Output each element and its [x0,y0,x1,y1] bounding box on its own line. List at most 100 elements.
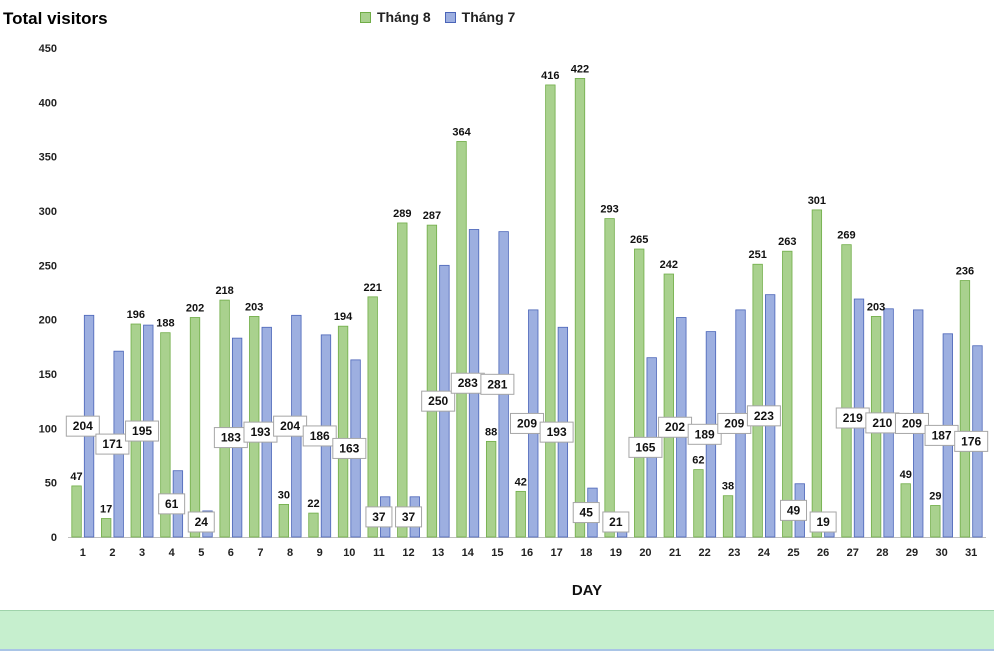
data-label-box-series-2 [572,502,600,524]
data-label-series-2: 37 [402,510,416,524]
legend-swatch-series-2 [444,11,456,23]
bar-series-1 [337,325,349,538]
data-label-series-1: 301 [808,195,826,207]
x-tick-label: 29 [906,547,918,559]
data-label-series-2: 283 [458,376,478,390]
bar-series-1 [485,440,497,538]
data-label-series-1: 203 [867,301,885,313]
data-label-series-2: 37 [372,510,386,524]
data-label-series-2: 209 [517,416,537,430]
data-label-series-2: 195 [132,424,152,438]
data-label-series-1: 49 [900,469,912,481]
data-label-box-series-2 [539,421,574,443]
x-tick-label: 20 [639,547,651,559]
y-tick-label: 300 [39,206,57,218]
x-tick-label: 25 [787,547,799,559]
data-label-series-2: 219 [843,411,863,425]
data-label-series-2: 204 [73,419,93,433]
data-label-series-1: 218 [215,285,233,297]
x-tick-label: 11 [373,547,385,559]
bar-series-1 [160,332,171,538]
x-tick-label: 18 [580,547,592,559]
x-tick-label: 2 [109,547,115,559]
bar-series-1 [71,485,82,538]
data-label-series-1: 196 [127,309,145,321]
legend-item-series-2: Tháng 7 [444,9,515,25]
data-label-series-1: 236 [956,266,974,278]
data-label-box-series-2 [187,511,215,533]
x-tick-label: 23 [728,547,740,559]
y-tick-label: 100 [39,423,57,435]
y-tick-label: 150 [39,369,57,381]
data-label-box-series-2 [480,373,515,395]
x-tick-label: 12 [402,547,414,559]
legend-item-series-1: Tháng 8 [360,9,431,25]
x-tick-label: 22 [699,547,711,559]
data-label-series-1: 194 [334,311,353,323]
bar-series-1 [219,299,230,538]
data-label-series-1: 221 [364,282,382,294]
legend: Tháng 8 Tháng 7 [360,9,515,25]
bar-series-1 [663,273,674,538]
x-tick-label: 6 [228,547,234,559]
x-tick-label: 30 [935,547,947,559]
data-label-series-2: 45 [580,506,594,520]
data-label-series-1: 42 [515,476,527,488]
x-tick-label: 26 [817,547,829,559]
y-tick-label: 400 [39,97,57,109]
data-label-box-series-2 [746,405,781,427]
data-label-series-1: 416 [541,70,559,82]
data-label-box-series-2 [365,506,393,528]
data-label-box-series-2 [809,511,837,533]
bar-series-1 [841,244,852,538]
legend-swatch-series-1 [360,11,371,23]
bar-series-1 [545,84,556,538]
data-label-series-1: 38 [722,481,734,493]
data-label-box-series-2 [421,390,456,412]
data-label-series-1: 422 [571,63,589,75]
data-label-series-2: 165 [635,440,655,454]
data-label-series-1: 188 [156,318,174,330]
data-label-series-1: 30 [278,489,290,501]
y-tick-label: 450 [39,43,57,55]
data-label-series-2: 209 [902,416,922,430]
data-label-series-1: 62 [692,455,704,467]
data-label-series-1: 47 [70,471,82,483]
data-label-box-series-2 [954,430,989,452]
x-tick-label: 10 [343,547,355,559]
x-tick-label: 8 [287,547,293,559]
y-tick-label: 200 [39,315,57,327]
data-label-box-series-2 [125,420,160,442]
bar-series-1 [752,263,763,538]
data-label-series-2: 19 [816,515,830,529]
x-tick-label: 7 [257,547,263,559]
x-tick-label: 16 [521,547,533,559]
data-label-series-2: 189 [695,427,715,441]
data-label-series-1: 289 [393,208,411,220]
bar-series-1 [574,78,586,538]
y-tick-label: 250 [39,260,57,272]
data-label-box-series-2 [687,423,722,445]
data-label-series-1: 269 [837,230,855,242]
data-label-box-series-2 [628,436,663,458]
bar-series-1 [782,250,793,538]
data-label-box-series-2 [894,412,929,434]
x-tick-label: 4 [169,547,176,559]
data-label-series-2: 163 [339,441,359,455]
data-label-series-1: 251 [748,249,766,261]
x-tick-label: 13 [432,547,444,559]
bar-series-1 [308,512,319,538]
bar-series-1 [634,248,645,538]
data-label-series-1: 22 [307,498,319,510]
bar-series-1 [693,469,704,538]
data-label-series-2: 186 [310,429,330,443]
data-label-series-2: 193 [250,425,270,439]
data-label-box-series-2 [395,506,423,528]
data-label-series-1: 202 [186,302,204,314]
bar-series-1 [959,280,971,538]
y-tick-label: 0 [51,532,57,544]
data-label-series-2: 202 [665,420,685,434]
data-label-series-1: 287 [423,210,441,222]
y-tick-label: 50 [45,478,57,490]
